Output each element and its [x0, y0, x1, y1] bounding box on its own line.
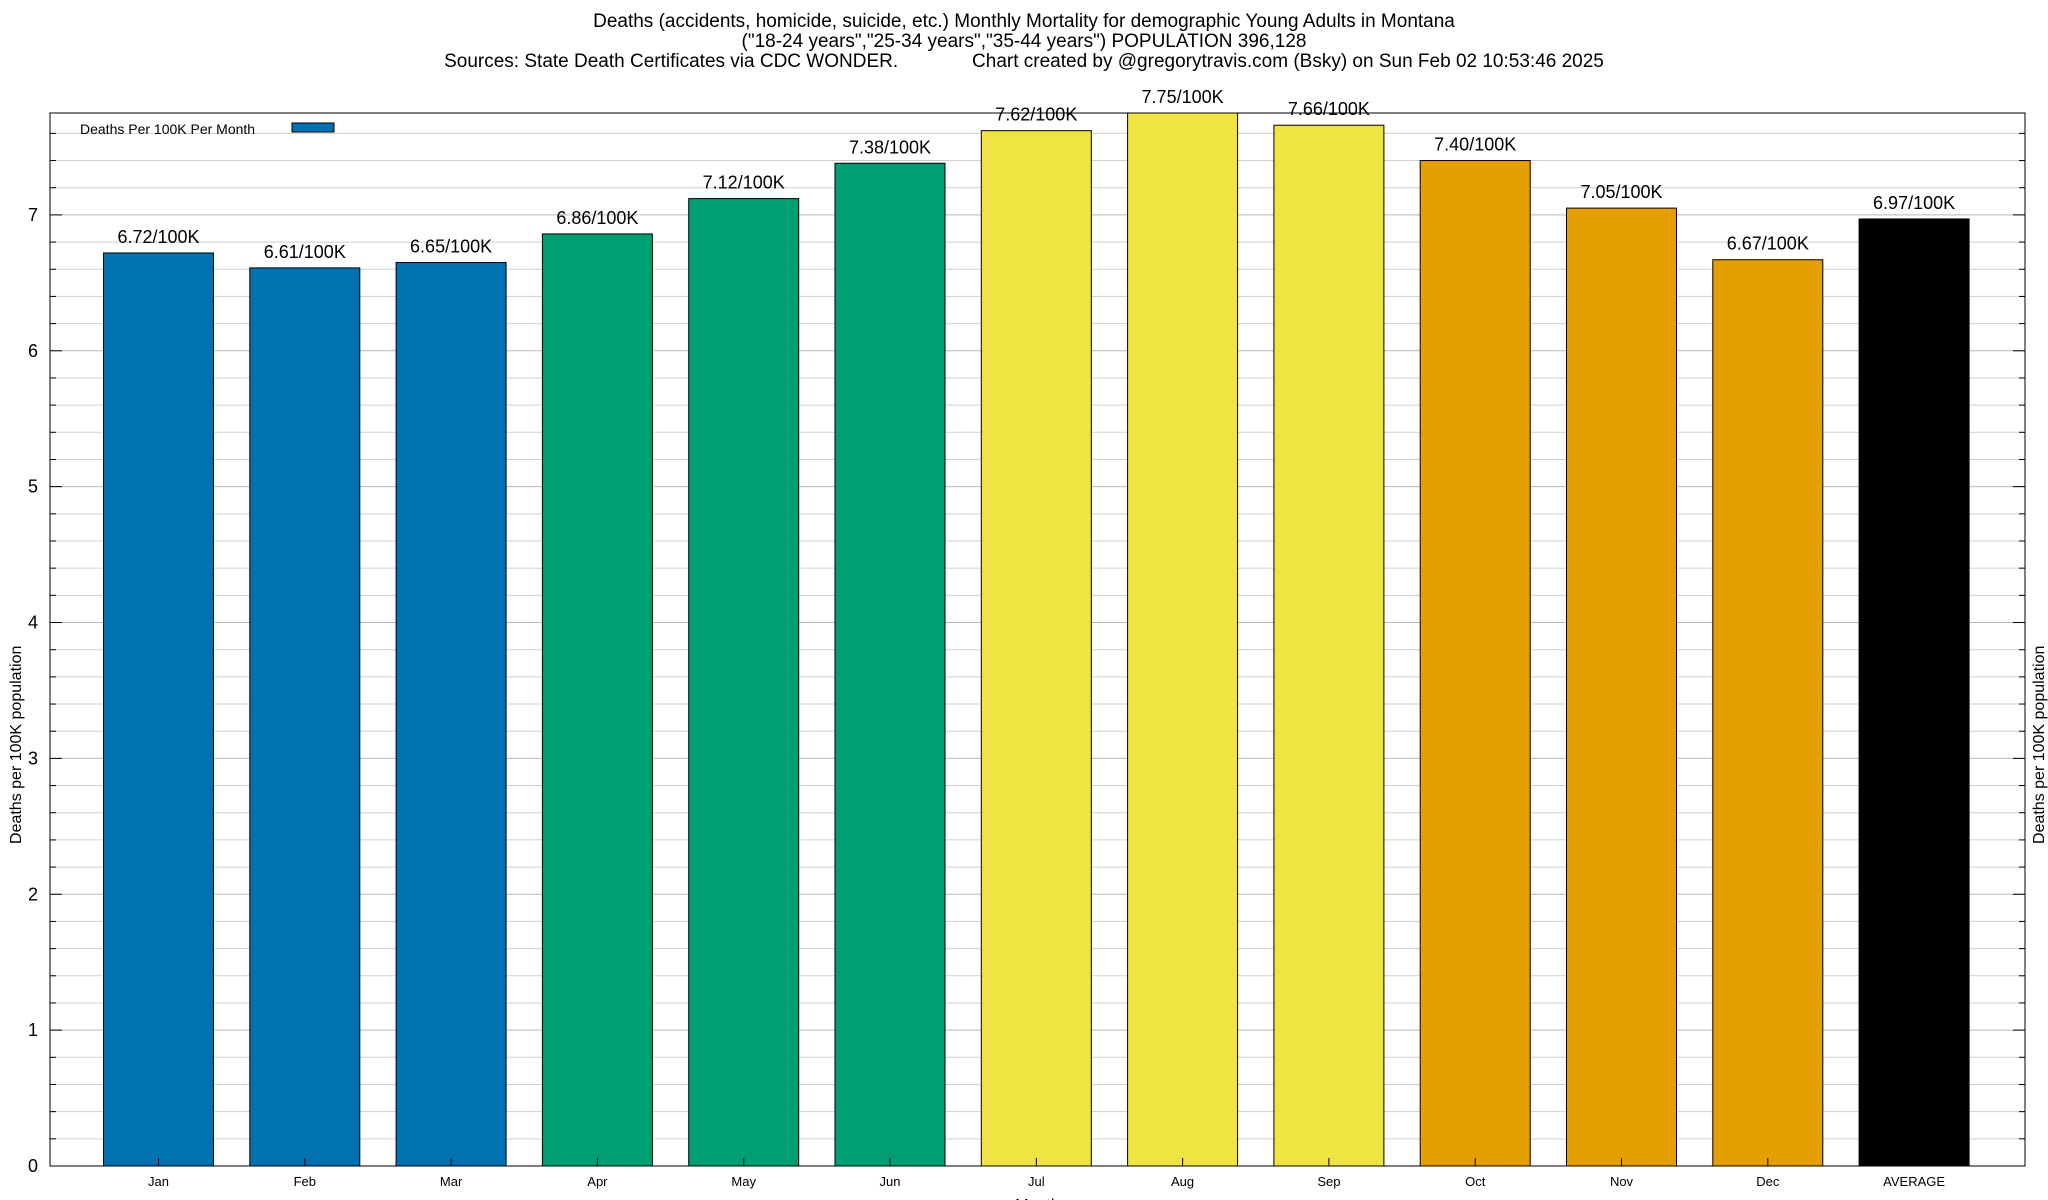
bar — [541, 233, 653, 1167]
bar — [1712, 259, 1824, 1167]
bar — [249, 267, 361, 1167]
bar-value-label: 6.65/100K — [410, 236, 492, 256]
bar — [395, 261, 507, 1167]
bar — [980, 130, 1092, 1167]
x-tick-label: Apr — [587, 1174, 608, 1189]
y-tick-label: 7 — [28, 205, 38, 225]
y-axis-title: Deaths per 100K population — [8, 646, 25, 844]
bars-layer — [103, 112, 1970, 1167]
bar-value-label: 7.38/100K — [849, 137, 931, 157]
chart-title: Deaths (accidents, homicide, suicide, et… — [593, 11, 1455, 32]
bar-value-label: 6.72/100K — [117, 227, 199, 247]
x-tick-label: Feb — [294, 1174, 316, 1189]
bar-value-label: 7.05/100K — [1580, 182, 1662, 202]
x-axis-title: Month — [1015, 1197, 1059, 1200]
bar-value-label: 6.97/100K — [1873, 193, 1955, 213]
bar — [1566, 207, 1677, 1167]
x-tick-label: AVERAGE — [1883, 1174, 1945, 1189]
x-tick-label: Mar — [440, 1174, 463, 1189]
chart-title-block: Deaths (accidents, homicide, suicide, et… — [0, 12, 2048, 72]
x-tick-label: Nov — [1610, 1174, 1634, 1189]
bar-value-label: 7.12/100K — [703, 173, 785, 193]
x-tick-label: Jan — [148, 1174, 169, 1189]
chart-subtitle-demographics: ("18-24 years","25-34 years","35-44 year… — [741, 31, 1307, 52]
y-tick-label: 0 — [28, 1156, 38, 1176]
bar-value-label: 7.40/100K — [1434, 135, 1516, 155]
x-tick-label: Jul — [1028, 1174, 1045, 1189]
bar-value-label: 7.62/100K — [995, 105, 1077, 125]
legend-label: Deaths Per 100K Per Month — [80, 121, 255, 137]
y2-axis-title: Deaths per 100K population — [2031, 646, 2048, 844]
y-tick-label: 3 — [28, 748, 38, 768]
bar-value-label: 7.66/100K — [1288, 99, 1370, 119]
bar-labels-layer: 6.72/100K 6.61/100K 6.65/100K 6.86/100K 7.12… — [117, 87, 1955, 262]
bar — [1273, 124, 1385, 1167]
axis-layer: 0 1 2 3 4 5 6 7 Jan Feb Mar Apr May Jun Jul Aug Sep Oct No… — [28, 132, 2025, 1189]
x-tick-label: Sep — [1317, 1174, 1340, 1189]
plot-frame — [49, 112, 2026, 1167]
y-tick-label: 2 — [28, 884, 38, 904]
x-tick-label: Aug — [1171, 1174, 1194, 1189]
y-tick-label: 4 — [28, 613, 38, 633]
y-tick-label: 6 — [28, 341, 38, 361]
legend: Deaths Per 100K Per Month — [80, 121, 335, 137]
x-tick-label: May — [731, 1174, 756, 1189]
bar — [103, 252, 214, 1167]
x-tick-label: Jun — [880, 1174, 901, 1189]
legend-swatch — [291, 122, 335, 133]
x-tick-label: Oct — [1465, 1174, 1486, 1189]
bar-value-label: 6.61/100K — [264, 242, 346, 262]
x-tick-label: Dec — [1756, 1174, 1780, 1189]
bar — [834, 162, 946, 1167]
bar-value-label: 6.86/100K — [556, 208, 638, 228]
bar — [1419, 160, 1531, 1167]
y-tick-label: 1 — [28, 1020, 38, 1040]
bar-value-label: 6.67/100K — [1727, 234, 1809, 254]
bar — [1127, 112, 1239, 1167]
bar — [688, 198, 800, 1167]
y-tick-label: 5 — [28, 477, 38, 497]
bar — [1858, 218, 1970, 1167]
chart-subtitle-sources: Sources: State Death Certificates via CD… — [444, 51, 1604, 72]
bar-value-label: 7.75/100K — [1142, 87, 1224, 107]
